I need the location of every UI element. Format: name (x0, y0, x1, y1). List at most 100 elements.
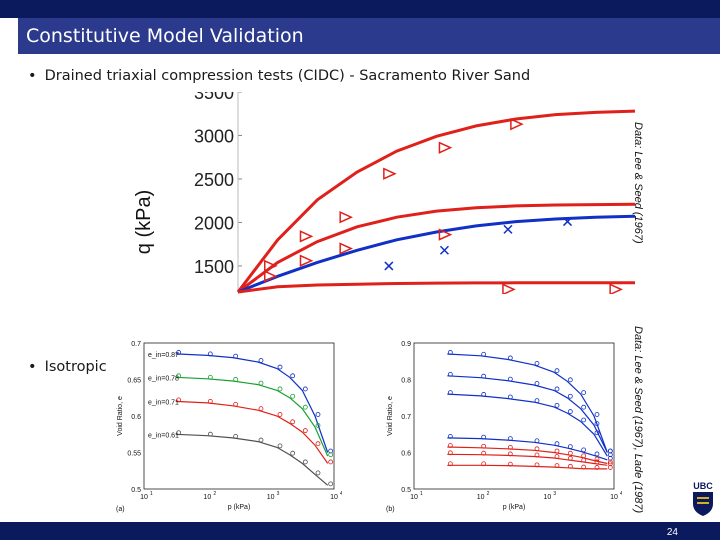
data-point-circle (581, 404, 587, 410)
data-point-circle (581, 417, 587, 423)
y-tick-label: 3500 (194, 92, 234, 103)
curve-red-1 (447, 446, 608, 465)
data-point-circle (447, 390, 453, 395)
y-tick-label: 0.65 (127, 378, 141, 385)
plot-frame (143, 342, 335, 490)
data-point-circle (290, 393, 296, 399)
panel-label: (a) (116, 506, 125, 513)
x-tick-exponent: 4 (340, 491, 342, 497)
data-point-circle (207, 351, 213, 357)
data-point-circle (302, 459, 308, 465)
data-point-circle (302, 428, 308, 433)
data-point-circle (176, 430, 182, 436)
data-point-circle (594, 412, 600, 417)
data-point-circle (594, 430, 600, 436)
data-point-circle (258, 406, 264, 412)
curve-e_in=0.71 (175, 400, 329, 464)
curve-blue-4 (447, 437, 608, 461)
data-point-circle (447, 461, 453, 467)
data-point-circle (233, 434, 239, 439)
data-point-x (439, 245, 449, 255)
data-point-circle (233, 353, 239, 359)
x-axis-label: p (kPa) (228, 504, 251, 511)
y-tick-label: 1500 (194, 257, 234, 277)
data-point-circle (315, 470, 321, 476)
data-point-circle (554, 368, 560, 374)
x-tick-label: 10 (610, 494, 618, 501)
data-point-circle (315, 441, 321, 447)
data-point-triangle (299, 254, 314, 267)
y-axis-label: Void Ratio, e (117, 396, 124, 436)
data-point-circle (302, 404, 308, 410)
y-tick-label: 0.55 (127, 451, 141, 458)
data-point-x (384, 261, 394, 271)
data-point-circle (567, 409, 573, 414)
footer-band (0, 522, 720, 540)
curve-blue-2 (447, 375, 608, 453)
data-point-circle (328, 452, 334, 458)
data-point-circle (567, 455, 573, 461)
data-point-circle (481, 461, 487, 467)
curve-e_in=0.87 (175, 353, 329, 453)
data-point-circle (507, 451, 513, 457)
data-point-circle (567, 463, 573, 469)
data-point-triangle (510, 118, 524, 131)
x-tick-label: 10 (330, 494, 338, 501)
data-point-circle (534, 381, 540, 386)
bullet-isotropic-text: Isotropic (44, 359, 107, 375)
data-point-circle (176, 350, 182, 355)
title-bar: Constitutive Model Validation (18, 18, 720, 54)
data-point-circle (567, 393, 573, 399)
curve-model-blue (237, 214, 636, 294)
curve-e_in=0.78 (175, 376, 329, 457)
data-point-circle (176, 373, 182, 379)
data-point-circle (554, 448, 560, 454)
data-point-triangle (609, 283, 623, 294)
data-point-circle (594, 459, 600, 465)
data-point-circle (447, 450, 453, 456)
data-point-circle (315, 423, 321, 428)
ubc-logo: UBC (689, 478, 717, 518)
data-point-circle (290, 419, 296, 425)
y-axis-label: q (kPa) (133, 190, 155, 254)
x-tick-exponent: 4 (620, 491, 622, 497)
x-tick-label: 10 (410, 494, 418, 501)
data-point-circle (315, 412, 321, 417)
data-point-circle (447, 443, 453, 448)
void-ratio-chart-a: 0.70.650.60.550.510 1 10 2 10 3 10 4p (kPa)Void… (116, 341, 342, 513)
data-point-triangle (383, 167, 397, 180)
data-point-circle (302, 386, 308, 392)
y-tick-label: 0.9 (401, 341, 411, 348)
data-point-circle (258, 380, 264, 386)
data-point-circle (554, 454, 560, 459)
data-point-circle (277, 443, 283, 449)
data-point-circle (534, 462, 540, 468)
data-point-circle (328, 481, 334, 487)
data-point-circle (581, 464, 587, 470)
data-point-circle (567, 444, 573, 450)
data-point-circle (554, 386, 560, 392)
data-point-triangle (264, 270, 278, 283)
curve-model-red-low (237, 281, 635, 294)
data-point-circle (447, 371, 453, 377)
x-axis-label: p (kPa) (503, 504, 526, 511)
data-point-circle (534, 446, 540, 452)
data-point-circle (594, 456, 600, 462)
y-tick-label: 2000 (194, 213, 234, 233)
y-tick-label: 0.7 (401, 414, 411, 421)
data-point-circle (328, 459, 334, 465)
data-point-circle (207, 374, 213, 380)
bullet-isotropic: • Isotropic (28, 359, 107, 375)
data-point-x (562, 217, 573, 227)
data-point-circle (507, 461, 513, 467)
top-band (0, 0, 720, 18)
data-point-circle (507, 355, 513, 361)
data-point-circle (534, 360, 540, 366)
data-point-circle (481, 450, 487, 456)
data-point-circle (507, 394, 513, 400)
data-point-circle (507, 376, 513, 382)
data-point-triangle (339, 242, 354, 255)
data-point-circle (607, 465, 613, 470)
x-tick-label: 10 (267, 494, 275, 501)
curve-label: e_in=0.78 (148, 375, 179, 382)
